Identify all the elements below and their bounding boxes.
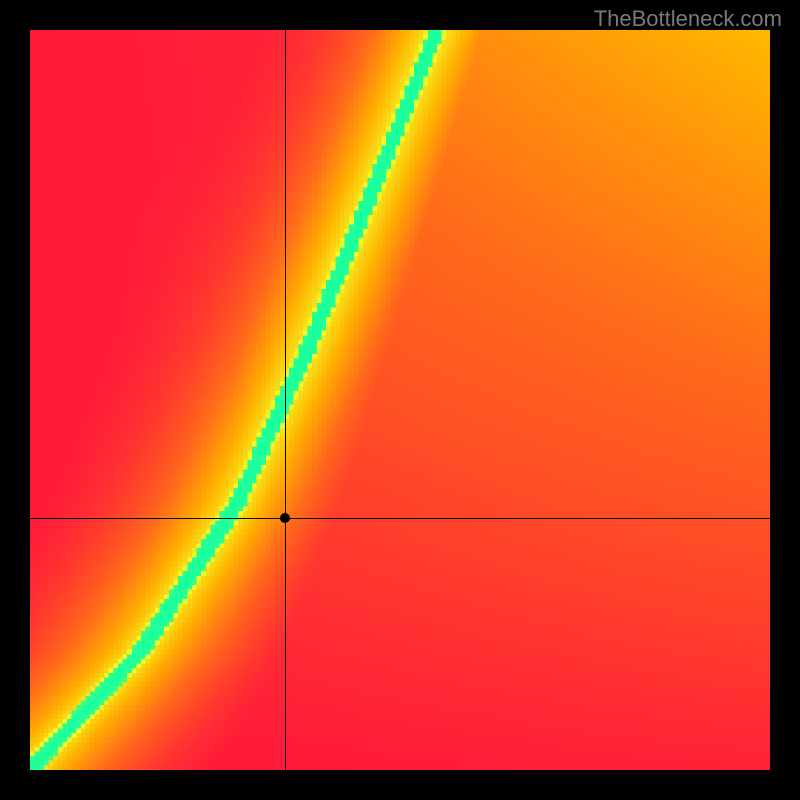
watermark-text: TheBottleneck.com (594, 6, 782, 32)
plot-area (30, 30, 770, 770)
heatmap-canvas (30, 30, 770, 770)
